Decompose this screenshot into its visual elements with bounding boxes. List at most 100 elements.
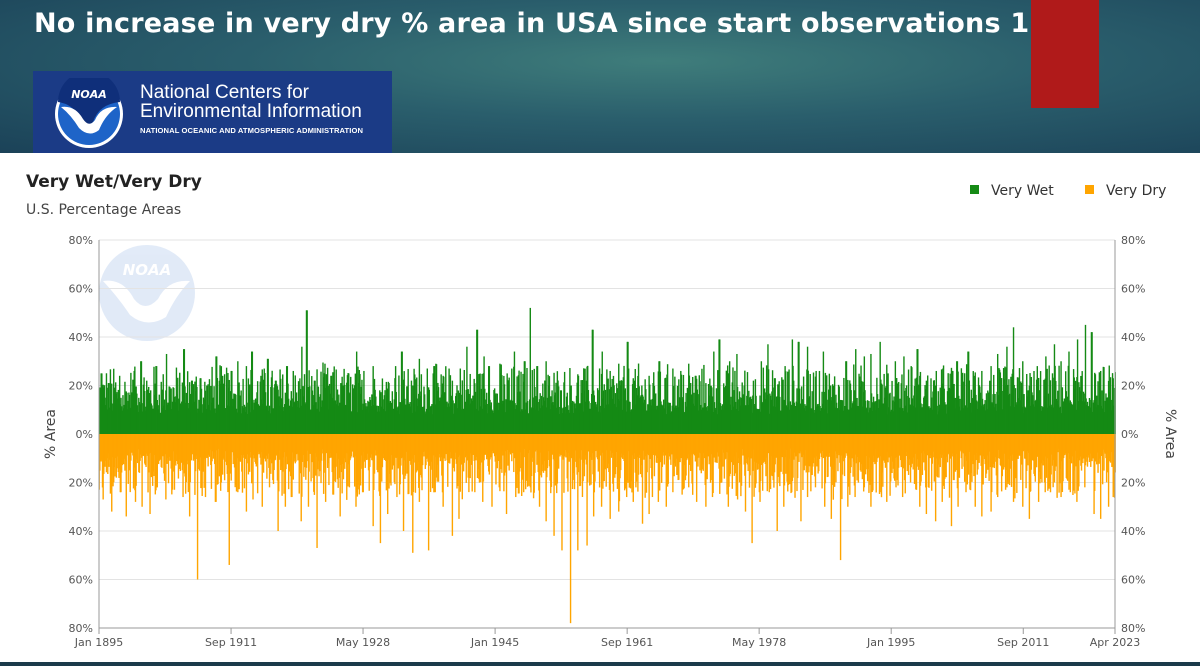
bar-very-dry (950, 434, 953, 527)
x-tick-label: Jan 1995 (866, 636, 915, 649)
bar-very-dry (434, 434, 436, 493)
bar-very-wet (520, 371, 522, 434)
bar-very-wet (713, 351, 715, 434)
bar-very-wet (727, 373, 730, 434)
bar-very-wet (674, 376, 676, 434)
bar-very-dry (721, 434, 723, 483)
bar-very-wet (845, 361, 848, 434)
bar-very-dry (678, 434, 680, 480)
bar-very-wet (461, 380, 463, 434)
bar-very-dry (390, 434, 392, 486)
bar-very-dry (534, 434, 536, 473)
bar-very-dry (632, 434, 634, 502)
bar-very-wet (355, 351, 358, 434)
bar-very-dry (736, 434, 739, 500)
bar-very-wet (990, 366, 992, 434)
bar-very-dry (870, 434, 872, 507)
bar-very-dry (563, 434, 565, 493)
bar-very-dry (783, 434, 786, 486)
bar-very-wet (598, 368, 601, 434)
bar-very-wet (303, 374, 306, 434)
bar-very-dry (594, 434, 596, 482)
bar-very-wet (962, 372, 964, 434)
bar-very-wet (914, 378, 916, 434)
bar-very-wet (401, 351, 403, 434)
bar-very-dry (719, 434, 721, 494)
bar-very-dry (744, 434, 747, 512)
y-tick-label-left: 60% (69, 283, 93, 296)
slide-banner: No increase in very dry % area in USA si… (0, 0, 1200, 153)
bar-very-dry (458, 434, 460, 519)
bar-very-wet (824, 372, 827, 434)
bar-very-wet (101, 373, 103, 434)
bar-very-dry (824, 434, 827, 484)
org-subtitle: NATIONAL OCEANIC AND ATMOSPHERIC ADMINIS… (140, 126, 364, 135)
bar-very-wet (196, 386, 198, 434)
bar-very-wet (581, 380, 584, 434)
bar-very-dry (437, 434, 440, 482)
bar-very-dry (539, 434, 541, 476)
bar-very-wet (1094, 374, 1097, 434)
bar-very-dry (353, 434, 356, 487)
bar-very-wet (621, 380, 623, 434)
bar-very-dry (847, 434, 850, 487)
x-tick-label: Sep 1911 (205, 636, 257, 649)
bar-very-wet (798, 341, 800, 434)
bar-very-dry (107, 434, 109, 474)
legend-item-very-wet[interactable]: Very Wet (970, 183, 1054, 199)
bar-very-wet (200, 388, 203, 434)
bar-very-wet (1022, 361, 1024, 434)
bar-very-dry (433, 434, 435, 493)
bar-very-dry (579, 434, 582, 486)
bar-very-dry (605, 434, 607, 487)
bar-very-dry (856, 434, 858, 481)
bar-very-dry (857, 434, 860, 483)
bar-very-dry (210, 434, 213, 489)
bar-very-wet (771, 370, 774, 434)
bar-very-dry (776, 434, 778, 531)
bar-very-dry (402, 434, 405, 531)
bar-very-wet (545, 361, 547, 434)
bar-very-dry (501, 434, 503, 473)
bar-very-dry (657, 434, 660, 502)
bar-very-dry (1103, 434, 1105, 471)
bar-very-dry (726, 434, 728, 495)
bar-very-dry (1068, 434, 1070, 490)
bar-very-wet (965, 364, 968, 434)
bar-very-dry (609, 434, 611, 519)
bar-very-wet (1039, 371, 1042, 434)
bar-very-wet (557, 386, 560, 434)
bar-very-dry (735, 434, 737, 496)
bar-very-dry (948, 434, 951, 498)
bar-very-wet (186, 371, 189, 434)
axes: 80% 80% 60% 60% 40% 40% 20% 20% 0% 0% 20% 20% 40% 40%… (69, 234, 1146, 649)
bar-very-wet (592, 329, 594, 434)
bar-very-wet (333, 366, 335, 434)
bar-very-wet (584, 368, 586, 434)
bottom-rule (0, 662, 1200, 666)
bar-very-dry (1101, 434, 1104, 485)
chart-panel: Very Wet/Very Dry U.S. Percentage Areas … (0, 153, 1200, 666)
bar-very-wet (802, 376, 805, 434)
bar-very-dry (245, 434, 248, 512)
bar-very-wet (1052, 377, 1054, 434)
noaa-watermark-text: NOAA (123, 261, 172, 279)
bar-very-dry (913, 434, 916, 484)
legend-item-very-dry[interactable]: Very Dry (1085, 183, 1166, 199)
bar-very-dry (691, 434, 694, 495)
bar-very-dry (1014, 434, 1016, 499)
bar-very-wet (1058, 365, 1060, 434)
bar-very-dry (641, 434, 644, 524)
bar-very-dry (359, 434, 362, 486)
y-tick-label-right: 60% (1121, 283, 1145, 296)
bar-very-dry (653, 434, 656, 477)
x-tick-label: Apr 2023 (1090, 636, 1141, 649)
bar-very-dry (886, 434, 888, 502)
bar-very-dry (1106, 434, 1108, 473)
bar-very-dry (474, 434, 476, 493)
bar-very-wet (526, 367, 528, 434)
bar-very-dry (379, 434, 382, 544)
bar-very-dry (766, 434, 768, 492)
bar-very-wet (1000, 378, 1003, 434)
bar-very-wet (935, 370, 937, 434)
